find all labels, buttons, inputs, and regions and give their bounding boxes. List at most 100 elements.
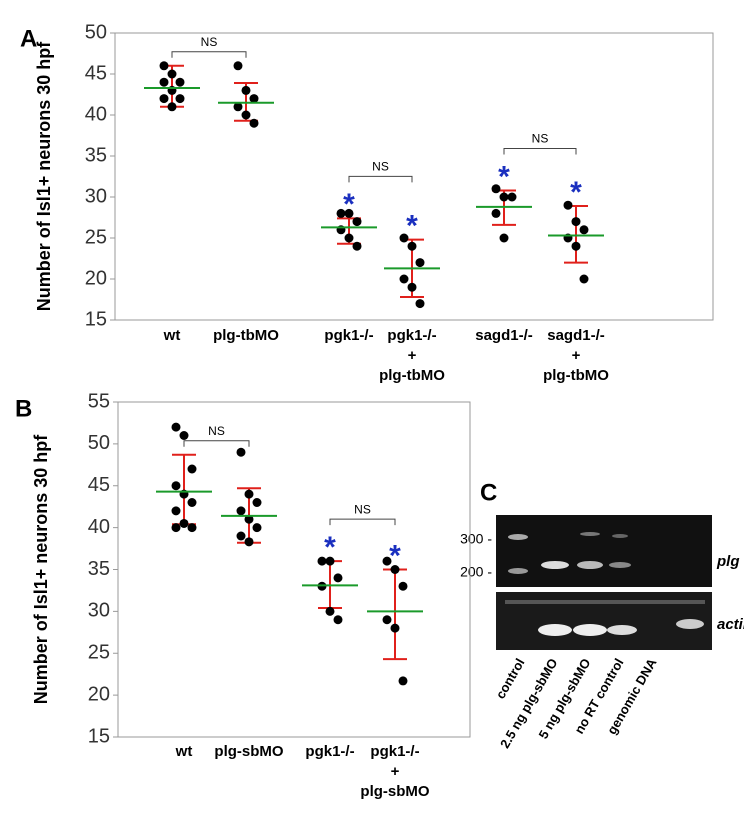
data-point xyxy=(571,241,581,251)
gel-bands xyxy=(505,532,705,636)
y-axis-title: Number of Isl1+ neurons 30 hpf xyxy=(31,434,51,705)
size-marker: 300 - xyxy=(460,531,492,547)
lane-label: control xyxy=(493,656,528,702)
data-point xyxy=(252,523,262,533)
comparison-bracket xyxy=(348,175,413,183)
data-point xyxy=(159,94,169,104)
x-tick-label: plg-sbMO xyxy=(360,783,429,800)
data-point xyxy=(159,61,169,71)
data-point xyxy=(333,573,343,583)
x-tick-label: wt xyxy=(175,743,193,760)
comparison-bracket xyxy=(503,147,577,155)
x-tick-label: pgk1-/- xyxy=(305,743,354,760)
data-point xyxy=(407,241,417,251)
data-point xyxy=(233,61,243,71)
data-point xyxy=(175,94,185,104)
plot-frame xyxy=(117,401,471,738)
data-point xyxy=(171,422,181,432)
panel-label: A xyxy=(20,25,37,52)
y-tick-label: 35 xyxy=(88,558,110,580)
y-tick-label: 45 xyxy=(88,474,110,496)
x-tick-label: plg-tbMO xyxy=(379,367,445,384)
size-marker: 200 - xyxy=(460,564,492,580)
data-point xyxy=(579,274,589,284)
data-point xyxy=(249,118,259,128)
data-point xyxy=(491,208,501,218)
data-point xyxy=(317,556,327,566)
data-point xyxy=(175,77,185,87)
data-point xyxy=(167,102,177,112)
significance-mark: * xyxy=(389,539,401,572)
data-point xyxy=(407,282,417,292)
significance-mark: * xyxy=(324,531,336,564)
data-point xyxy=(344,233,354,243)
significance-mark: * xyxy=(498,160,510,193)
y-tick-label: 25 xyxy=(88,642,110,664)
data-point xyxy=(249,94,259,104)
data-point xyxy=(171,481,181,491)
data-point xyxy=(398,581,408,591)
y-tick-label: 50 xyxy=(85,21,107,43)
comparison-label: NS xyxy=(372,159,389,173)
y-axis-title: Number of Isl1+ neurons 30 hpf xyxy=(34,41,54,312)
x-tick-label: + xyxy=(408,347,417,364)
y-tick-label: 40 xyxy=(88,516,110,538)
x-tick-label: pgk1-/- xyxy=(387,327,436,344)
data-point xyxy=(579,225,589,235)
data-point xyxy=(241,85,251,95)
comparison-label: NS xyxy=(208,424,225,438)
panel-label: B xyxy=(15,395,32,422)
comparison-label: NS xyxy=(201,35,218,49)
data-point xyxy=(236,447,246,457)
y-tick-label: 40 xyxy=(85,103,107,125)
y-tick-label: 15 xyxy=(88,725,110,747)
data-point xyxy=(507,192,517,202)
data-point xyxy=(252,498,262,507)
data-point xyxy=(171,506,181,516)
data-point xyxy=(571,217,581,227)
significance-mark: * xyxy=(406,210,418,243)
data-point xyxy=(382,556,392,566)
data-point xyxy=(233,102,243,112)
comparison-bracket xyxy=(183,440,250,447)
data-point xyxy=(241,110,251,120)
data-point xyxy=(244,537,254,547)
data-point xyxy=(187,523,197,533)
x-tick-label: pgk1-/- xyxy=(370,743,419,760)
data-point xyxy=(159,77,169,87)
data-point xyxy=(399,274,409,284)
data-point xyxy=(352,241,362,251)
significance-mark: * xyxy=(343,188,355,221)
y-tick-label: 50 xyxy=(88,432,110,454)
significance-mark: * xyxy=(570,176,582,209)
gel-plg xyxy=(496,515,712,587)
data-point xyxy=(352,217,362,227)
data-point xyxy=(390,565,400,574)
data-point xyxy=(390,623,400,633)
x-tick-label: wt xyxy=(163,327,181,344)
data-point xyxy=(491,184,501,194)
comparison-bracket xyxy=(329,518,396,526)
data-point xyxy=(415,299,425,309)
x-tick-label: + xyxy=(391,763,400,780)
y-tick-label: 45 xyxy=(85,62,107,84)
data-point xyxy=(344,208,354,218)
data-point xyxy=(244,489,254,499)
data-point xyxy=(171,523,181,533)
gene-label: actin xyxy=(717,616,744,633)
data-point xyxy=(382,615,392,625)
y-tick-label: 15 xyxy=(85,308,107,330)
comparison-label: NS xyxy=(532,132,549,146)
data-point xyxy=(244,514,254,524)
data-point xyxy=(499,233,509,243)
gene-label: plg xyxy=(716,553,740,570)
x-tick-label: plg-tbMO xyxy=(213,327,279,344)
y-tick-label: 20 xyxy=(88,683,110,705)
data-point xyxy=(398,676,408,686)
data-point xyxy=(187,498,197,507)
comparison-label: NS xyxy=(354,502,371,516)
y-tick-label: 55 xyxy=(88,390,110,412)
panel-label: C xyxy=(480,479,497,506)
data-point xyxy=(236,531,246,541)
